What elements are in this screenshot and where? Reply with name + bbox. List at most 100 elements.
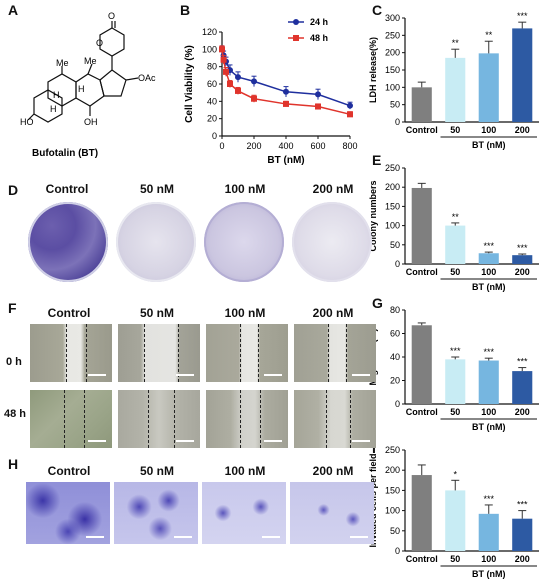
g-bar xyxy=(512,371,533,404)
b-point xyxy=(283,88,289,95)
b-x-tick-label: 400 xyxy=(278,141,293,151)
wound-48h-control xyxy=(30,390,112,448)
f-row-48h: 48 h xyxy=(4,408,27,420)
b-y-tick-label: 60 xyxy=(207,79,217,89)
b-point xyxy=(251,78,257,85)
g-y-tick-label: 80 xyxy=(390,305,400,315)
invasion-50 xyxy=(114,482,198,544)
e-y-tick-label: 100 xyxy=(385,221,400,231)
e-bar xyxy=(411,187,432,264)
e-bar xyxy=(478,253,499,264)
e-bar xyxy=(445,225,466,264)
c-category-label: 100 xyxy=(481,125,496,135)
g-bar xyxy=(411,325,432,404)
b-y-tick-label: 80 xyxy=(207,62,217,72)
g-bar xyxy=(445,359,466,404)
c-group-label: BT (nM) xyxy=(472,140,506,150)
b-point xyxy=(227,81,233,87)
i-bar xyxy=(411,475,432,551)
b-legend-marker xyxy=(293,19,299,25)
panel-letter-f: F xyxy=(8,300,17,316)
wound-48h-100 xyxy=(206,390,288,448)
f-row-0h: 0 h xyxy=(6,356,22,368)
e-sig-label: ** xyxy=(452,212,460,222)
atom-oac: OAc xyxy=(138,73,156,83)
c-y-tick-label: 0 xyxy=(395,117,400,127)
i-group-label: BT (nM) xyxy=(472,569,506,579)
migration-bar-chart: 020406080Migration (%)Control***50***100… xyxy=(368,305,539,432)
d-label-control: Control xyxy=(45,182,89,196)
c-sig-label: *** xyxy=(517,11,528,21)
e-y-tick-label: 200 xyxy=(385,182,400,192)
colony-dish-100 xyxy=(204,202,284,282)
i-sig-label: *** xyxy=(483,494,494,504)
panel-letter-a: A xyxy=(8,2,19,18)
e-category-label: Control xyxy=(406,267,438,277)
b-point xyxy=(219,46,225,53)
e-category-label: 50 xyxy=(450,267,460,277)
invasion-100 xyxy=(202,482,286,544)
atom-o1: O xyxy=(108,11,115,21)
atom-h1: H xyxy=(78,84,85,94)
d-label-100: 100 nM xyxy=(224,182,266,196)
b-y-tick-label: 20 xyxy=(207,114,217,124)
atom-oh: OH xyxy=(84,117,98,127)
atom-ho: HO xyxy=(20,117,34,127)
b-point xyxy=(315,91,321,98)
colony-bar-chart: 0 50 100 150 200 250 Colony numbers Control ** 50… xyxy=(368,163,539,292)
i-y-tick-label: 200 xyxy=(385,465,400,475)
b-y-label: Cell Viability (%) xyxy=(184,45,195,123)
g-bar xyxy=(478,360,499,404)
b-point xyxy=(235,87,241,94)
atom-o2: O xyxy=(96,38,103,48)
atom-h2: H xyxy=(53,90,60,100)
g-y-tick-label: 60 xyxy=(390,329,400,339)
i-category-label: 100 xyxy=(481,554,496,564)
e-group-label: BT (nM) xyxy=(472,282,506,292)
i-y-tick-label: 150 xyxy=(385,485,400,495)
panel-letter-d: D xyxy=(8,182,19,198)
panel-letter-c: C xyxy=(372,2,383,18)
c-category-label: 50 xyxy=(450,125,460,135)
i-category-label: 200 xyxy=(515,554,530,564)
invasion-control xyxy=(26,482,110,544)
f-label-200: 200 nM xyxy=(312,306,354,320)
i-sig-label: *** xyxy=(517,500,528,510)
e-category-label: 200 xyxy=(515,267,530,277)
atom-me1: Me xyxy=(84,56,97,66)
bufotalin-structure: O O OAc Me Me H H H OH HO Bufotalin (BT) xyxy=(20,11,156,159)
b-legend-marker xyxy=(293,35,299,41)
wound-48h-50 xyxy=(118,390,200,448)
i-bar xyxy=(478,513,499,551)
e-y-tick-label: 50 xyxy=(390,240,400,250)
b-point xyxy=(220,56,227,63)
b-point xyxy=(223,68,229,75)
g-category-label: 200 xyxy=(515,407,530,417)
b-y-tick-label: 100 xyxy=(202,44,217,54)
i-category-label: 50 xyxy=(450,554,460,564)
e-y-tick-label: 150 xyxy=(385,201,400,211)
panel-letter-h: H xyxy=(8,456,19,472)
c-sig-label: ** xyxy=(452,38,460,48)
c-y-tick-label: 200 xyxy=(385,48,400,58)
panel-letter-i: I xyxy=(372,440,376,456)
wound-0h-100 xyxy=(206,324,288,382)
e-y-tick-label: 0 xyxy=(395,259,400,269)
viability-line-chart: 0 20 40 60 80 100 120 0 200 400 600 800 BT (nM) Cell … xyxy=(184,17,358,166)
ldh-bar-chart: 0 50 100 150 200 250 300 LDH release(%) Control *… xyxy=(368,11,539,150)
c-y-tick-label: 150 xyxy=(385,65,400,75)
wound-0h-control xyxy=(30,324,112,382)
wound-0h-200 xyxy=(294,324,376,382)
b-y-tick-label: 40 xyxy=(207,96,217,106)
b-x-tick-label: 600 xyxy=(310,141,325,151)
e-sig-label: *** xyxy=(517,243,528,253)
i-y-tick-label: 50 xyxy=(390,526,400,536)
compound-name: Bufotalin (BT) xyxy=(32,148,98,159)
g-category-label: 100 xyxy=(481,407,496,417)
g-sig-label: *** xyxy=(450,346,461,356)
colony-dish-200 xyxy=(292,202,372,282)
b-point xyxy=(283,100,289,107)
f-label-50: 50 nM xyxy=(139,306,174,320)
i-y-tick-label: 250 xyxy=(385,445,400,455)
c-category-label: Control xyxy=(406,125,438,135)
